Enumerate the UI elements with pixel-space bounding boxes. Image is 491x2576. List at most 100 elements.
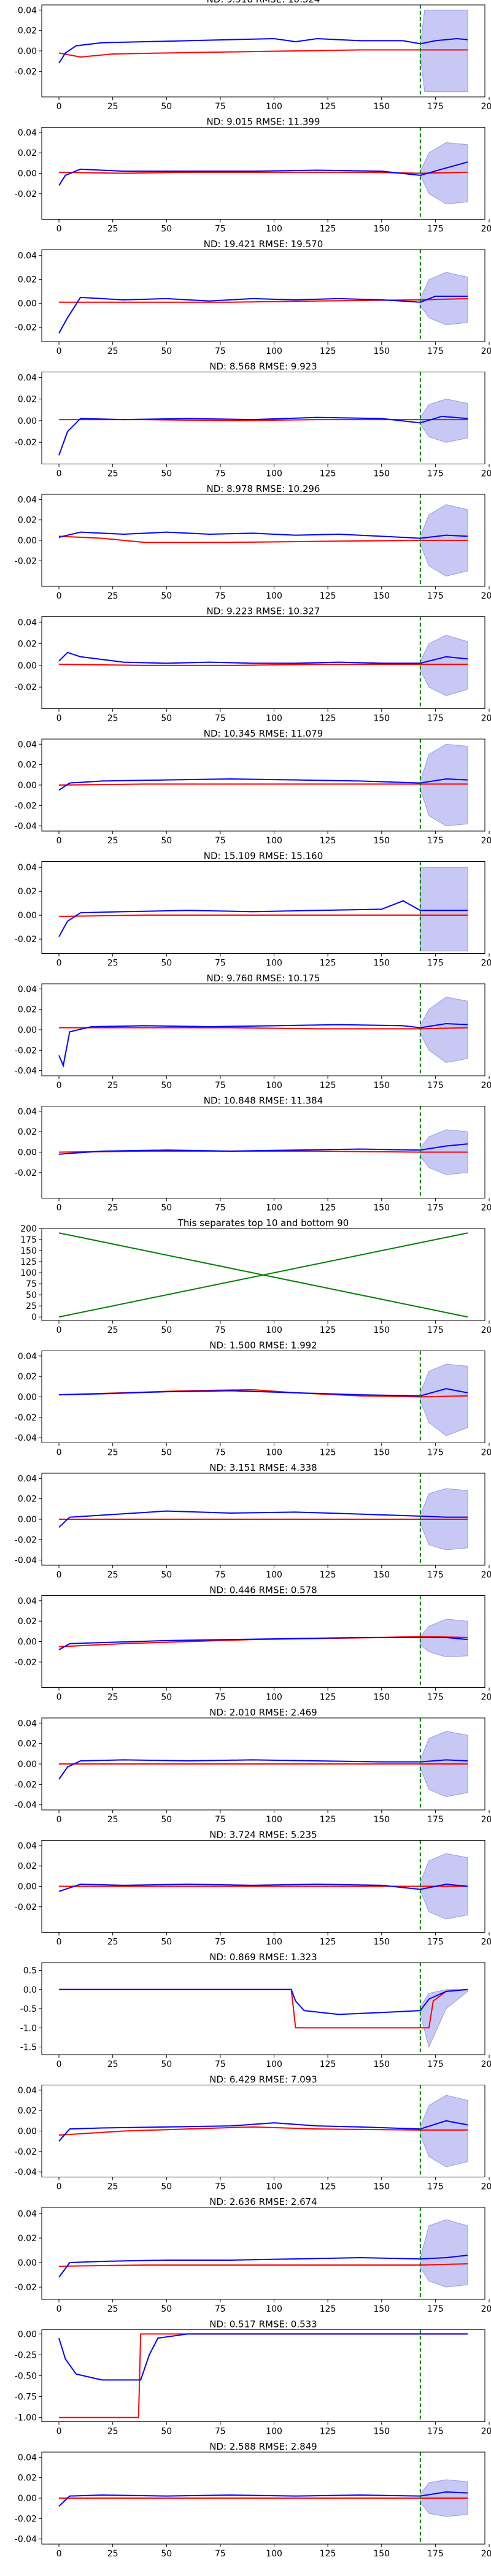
- y-tick-label: 0.00: [18, 1760, 37, 1769]
- x-tick-label: 75: [215, 2304, 226, 2314]
- x-tick-label: 175: [427, 1203, 444, 1213]
- target-line: [58, 2491, 468, 2507]
- y-tick-label: 0.00: [18, 781, 37, 791]
- y-tick-label: 0.04: [18, 495, 37, 505]
- y-tick-label: -0.75: [15, 2393, 37, 2402]
- y-tick-label: -0.04: [15, 2168, 37, 2177]
- x-tick-label: 75: [215, 1693, 226, 1703]
- target-line: [58, 651, 468, 664]
- subplot-title: ND: 9.223 RMSE: 10.327: [207, 606, 320, 617]
- x-tick-label: 50: [161, 1570, 172, 1580]
- x-tick-label: 75: [215, 102, 226, 112]
- x-tick-label: 125: [320, 959, 336, 968]
- subplot-9: ND: 10.848 RMSE: 11.384 0 25 50 75 100 125 150 1…: [15, 1095, 491, 1213]
- forecast-uncertainty-band: [420, 634, 468, 696]
- x-tick-label: 50: [161, 347, 172, 356]
- x-tick-label: 175: [427, 347, 444, 356]
- x-tick-label: 175: [427, 224, 444, 234]
- x-tick-label: 125: [320, 836, 336, 846]
- x-tick-label: 25: [107, 1938, 118, 1947]
- y-tick-label: 0.00: [18, 661, 37, 671]
- x-tick-label: 50: [161, 591, 172, 601]
- subplot-title: ND: 2.588 RMSE: 2.849: [209, 2441, 317, 2452]
- x-tick-label: 175: [427, 2427, 444, 2437]
- y-tick-label: 175: [20, 1235, 37, 1245]
- x-tick-label: 150: [373, 836, 390, 846]
- subplot-title: ND: 19.421 RMSE: 19.570: [204, 239, 323, 250]
- y-tick-label: -0.25: [15, 2350, 37, 2360]
- x-tick-label: 125: [320, 1448, 336, 1458]
- x-tick-label: 200: [481, 1570, 491, 1580]
- x-tick-label: 75: [215, 1815, 226, 1825]
- target-line: [58, 2255, 468, 2278]
- subplot-16: ND: 0.869 RMSE: 1.323 0 25 50 75 100 125 150 175…: [20, 1952, 491, 2069]
- x-tick-label: 50: [161, 2060, 172, 2069]
- x-tick-label: 125: [320, 2304, 336, 2314]
- x-tick-label: 150: [373, 1570, 390, 1580]
- prediction-line: [59, 914, 468, 918]
- y-tick-label: 0.02: [18, 1005, 37, 1015]
- y-tick-label: -0.04: [15, 2535, 37, 2545]
- y-tick-label: 0.04: [18, 984, 37, 994]
- target-line: [58, 1232, 468, 1318]
- y-tick-label: 0.04: [18, 6, 37, 15]
- y-tick-label: 0.00: [18, 1515, 37, 1525]
- x-tick-label: 150: [373, 959, 390, 968]
- y-tick-label: -0.02: [15, 323, 37, 333]
- target-line: [58, 1022, 468, 1068]
- prediction-line: [59, 2263, 468, 2267]
- x-tick-label: 150: [373, 714, 390, 724]
- y-tick-label: 0.00: [18, 1393, 37, 1403]
- y-tick-label: 50: [26, 1290, 37, 1300]
- x-tick-label: 125: [320, 347, 336, 356]
- x-tick-label: 100: [266, 2549, 282, 2559]
- x-tick-label: 75: [215, 469, 226, 479]
- x-tick-label: 75: [215, 2060, 226, 2069]
- x-tick-label: 25: [107, 1693, 118, 1703]
- axes-frame: [41, 1228, 485, 1321]
- x-tick-label: 0: [56, 714, 62, 724]
- subplot-4: ND: 8.978 RMSE: 10.296 0 25 50 75 100 125 150 17…: [15, 483, 491, 601]
- x-tick-label: 25: [107, 1815, 118, 1825]
- subplot-5: ND: 9.223 RMSE: 10.327 0 25 50 75 100 125 150 17…: [15, 606, 491, 724]
- y-tick-label: 0.04: [18, 740, 37, 749]
- x-tick-label: 0: [56, 2427, 62, 2437]
- x-tick-label: 50: [161, 469, 172, 479]
- x-tick-label: 100: [266, 1938, 282, 1947]
- x-tick-label: 75: [215, 836, 226, 846]
- y-tick-label: -0.04: [15, 822, 37, 832]
- forecast-uncertainty-band: [420, 2219, 468, 2288]
- y-tick-label: 0.00: [18, 2329, 37, 2339]
- subplot-title: ND: 15.109 RMSE: 15.160: [204, 851, 323, 862]
- target-line: [58, 1636, 468, 1650]
- subplot-1: ND: 9.015 RMSE: 11.399 0 25 50 75 100 125 150 17…: [15, 117, 491, 234]
- x-tick-label: 200: [481, 347, 491, 356]
- x-tick-label: 175: [427, 591, 444, 601]
- x-tick-label: 50: [161, 2182, 172, 2192]
- x-tick-label: 175: [427, 1081, 444, 1091]
- y-tick-label: 0.02: [18, 395, 37, 405]
- subplot-12: ND: 3.151 RMSE: 4.338 0 25 50 75 100 125 150 175…: [15, 1462, 491, 1580]
- y-tick-label: -0.02: [15, 1046, 37, 1056]
- axes-frame: [41, 861, 485, 954]
- x-tick-label: 200: [481, 1693, 491, 1703]
- target-line: [58, 2333, 468, 2381]
- target-line: [58, 2120, 468, 2142]
- x-tick-label: 25: [107, 102, 118, 112]
- x-tick-label: 150: [373, 2549, 390, 2559]
- x-tick-label: 100: [266, 347, 282, 356]
- x-tick-label: 200: [481, 102, 491, 112]
- x-tick-label: 100: [266, 224, 282, 234]
- x-tick-label: 200: [481, 1448, 491, 1458]
- y-tick-label: 0.04: [18, 618, 37, 627]
- x-tick-label: 25: [107, 1325, 118, 1335]
- forecast-uncertainty-band: [420, 867, 468, 952]
- target-line: [59, 1988, 468, 2015]
- prediction-line: [58, 49, 468, 58]
- x-tick-label: 75: [215, 1325, 226, 1335]
- x-tick-label: 150: [373, 1815, 390, 1825]
- x-tick-label: 200: [481, 2427, 491, 2437]
- y-tick-label: -0.02: [15, 1658, 37, 1668]
- y-tick-label: 0.00: [18, 536, 37, 546]
- subplot-title: ND: 10.345 RMSE: 11.079: [204, 728, 323, 739]
